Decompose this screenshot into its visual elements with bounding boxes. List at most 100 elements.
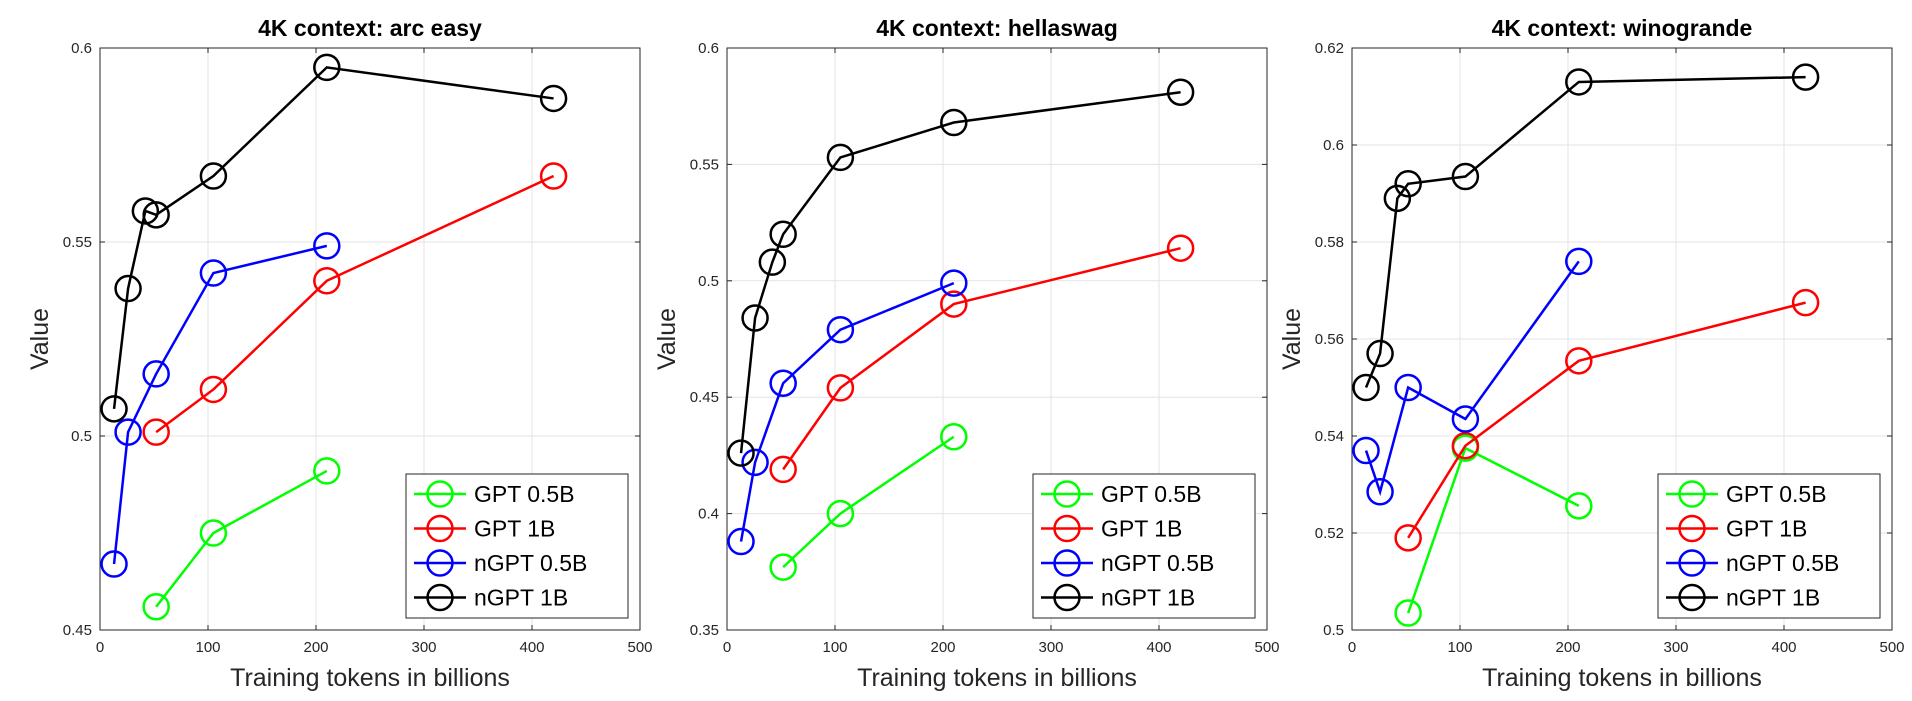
data-point — [727, 439, 755, 467]
x-tick-label: 200 — [303, 639, 328, 656]
x-tick-label: 500 — [627, 639, 652, 656]
y-tick-label: 0.6 — [71, 40, 92, 57]
series-line — [155, 174, 555, 434]
data-point — [142, 360, 170, 388]
x-tick-label: 100 — [1447, 639, 1472, 656]
legend-entry-label: nGPT 1B — [1101, 585, 1195, 611]
data-point — [1565, 347, 1593, 375]
series-line — [1407, 301, 1806, 539]
series-ngpt-1b — [1352, 63, 1820, 402]
legend-entry-label: nGPT 0.5B — [1726, 550, 1839, 576]
data-point — [769, 553, 797, 581]
y-axis-label: Value — [1278, 308, 1306, 370]
data-point — [940, 290, 968, 318]
y-tick-label: 0.58 — [1315, 234, 1344, 251]
chart-title: 4K context: winogrande — [1492, 15, 1753, 41]
data-point — [142, 201, 170, 229]
series-line — [1364, 75, 1806, 388]
legend-entry-label: nGPT 1B — [1726, 585, 1820, 611]
data-point — [940, 108, 968, 137]
y-tick-label: 0.54 — [1315, 428, 1344, 445]
data-point — [199, 162, 228, 190]
x-tick-label: 100 — [195, 639, 220, 656]
y-tick-label: 0.4 — [698, 506, 719, 523]
legend-entry-label: nGPT 1B — [474, 585, 568, 611]
legend-entry-label: GPT 1B — [1101, 516, 1182, 542]
legend-swatch-marker — [426, 514, 454, 543]
y-tick-label: 0.55 — [690, 156, 719, 173]
series-line — [782, 246, 1181, 471]
y-tick-label: 0.45 — [690, 389, 719, 406]
legend-swatch-marker — [426, 549, 454, 577]
data-point — [826, 374, 855, 402]
data-point — [1394, 524, 1422, 552]
x-tick-label: 300 — [1663, 639, 1688, 656]
legend-box — [1657, 473, 1881, 619]
x-tick-label: 500 — [1879, 639, 1904, 656]
x-tick-label: 0 — [1348, 639, 1356, 656]
legend-entry-label: nGPT 0.5B — [474, 550, 587, 576]
series-line — [112, 244, 328, 565]
data-point — [741, 448, 769, 477]
x-tick-label: 400 — [1771, 639, 1796, 656]
data-point — [313, 53, 341, 82]
axes-box — [99, 47, 641, 631]
data-point — [758, 248, 787, 276]
x-tick-label: 200 — [1555, 639, 1580, 656]
legend-entry-label: GPT 1B — [474, 516, 555, 542]
chart-panel-2: 0 100 200 300 400 500 0.35 0.4 0.45 0.5 0.55 0.6 4K … — [653, 15, 1280, 692]
data-point — [826, 315, 855, 344]
y-tick-label: 0.45 — [63, 622, 92, 639]
series-gpt-0-5b — [769, 423, 968, 581]
data-point — [1791, 288, 1820, 317]
legend-swatch-marker — [426, 480, 454, 508]
series-line — [739, 90, 1181, 454]
x-tick-label: 300 — [411, 639, 436, 656]
y-tick-label: 0.35 — [690, 622, 719, 639]
series-ngpt-1b — [727, 78, 1195, 467]
y-tick-label: 0.6 — [698, 40, 719, 57]
chart-title: 4K context: hellaswag — [876, 15, 1118, 41]
data-point — [1565, 68, 1593, 96]
data-point — [1565, 492, 1593, 520]
data-point — [769, 369, 797, 397]
data-point — [1366, 478, 1394, 506]
data-point — [826, 143, 855, 172]
y-tick-label: 0.62 — [1315, 40, 1344, 57]
y-tick-label: 0.5 — [71, 428, 92, 445]
data-point — [940, 423, 968, 451]
legend-swatch-marker — [1678, 514, 1706, 543]
series-gpt-0-5b — [142, 457, 341, 621]
data-point — [1451, 431, 1480, 460]
y-tick-label: 0.52 — [1315, 525, 1344, 542]
y-axis-label: Value — [26, 308, 54, 370]
x-tick-label: 100 — [822, 639, 847, 656]
axes-box — [726, 47, 1268, 631]
y-tick-label: 0.56 — [1315, 331, 1344, 348]
legend-box — [405, 473, 629, 619]
chart-panel-1: 0 100 200 300 400 500 0.45 0.5 0.55 0.6 4K context… — [26, 15, 653, 692]
x-tick-label: 0 — [723, 639, 731, 656]
data-point — [1394, 373, 1422, 402]
data-point — [142, 418, 170, 446]
series-line — [739, 281, 955, 542]
series-ngpt-0-5b — [1352, 247, 1593, 506]
data-point — [1166, 234, 1195, 262]
data-point — [1394, 170, 1422, 198]
data-point — [100, 395, 128, 423]
data-point — [1791, 63, 1820, 91]
legend-swatch-marker — [1053, 514, 1081, 543]
x-tick-label: 400 — [519, 639, 544, 656]
legend-entry-label: GPT 1B — [1726, 516, 1807, 542]
legend-swatch-marker — [1053, 480, 1081, 508]
legend-entry-label: nGPT 0.5B — [1101, 550, 1214, 576]
series-gpt-1b — [1394, 288, 1820, 552]
legend-swatch-marker — [1053, 583, 1081, 612]
x-axis-label: Training tokens in billions — [230, 664, 510, 692]
data-point — [199, 375, 228, 404]
legend-swatch-marker — [426, 583, 454, 612]
x-axis-label: Training tokens in billions — [857, 664, 1137, 692]
legend-entry-label: GPT 0.5B — [1726, 481, 1827, 507]
y-tick-label: 0.55 — [63, 234, 92, 251]
